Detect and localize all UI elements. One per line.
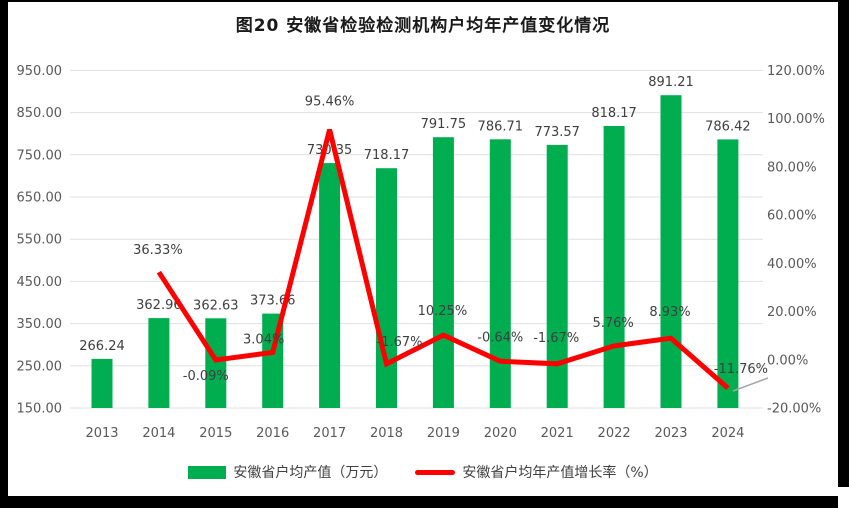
bar-value-label: 718.17 xyxy=(364,148,410,163)
legend-item-bar: 安徽省户均产值（万元） xyxy=(188,462,387,482)
x-axis-tick-label: 2017 xyxy=(313,426,346,441)
leader-line xyxy=(732,377,769,392)
right-axis-tick-label: 0.00% xyxy=(767,353,808,368)
line-point-label: -11.76% xyxy=(714,362,768,377)
left-axis-tick-label: 750.00 xyxy=(17,148,63,163)
left-axis-tick-label: 350.00 xyxy=(17,317,63,332)
right-axis-tick-label: 20.00% xyxy=(767,305,817,320)
left-axis-tick-label: 650.00 xyxy=(17,191,63,206)
line-point-label: 95.46% xyxy=(305,95,355,110)
bar-2017 xyxy=(319,163,341,408)
bar-value-label: 773.57 xyxy=(534,125,580,140)
left-axis-tick-label: 550.00 xyxy=(17,233,63,248)
left-axis-tick-label: 950.00 xyxy=(17,64,63,79)
legend-item-line: 安徽省户均年产值增长率（%） xyxy=(415,462,658,482)
line-series-label: 安徽省户均年产值增长率（%） xyxy=(462,465,658,481)
line-point-label: 5.76% xyxy=(592,316,633,331)
x-axis-tick-label: 2019 xyxy=(427,426,460,441)
bar-2023 xyxy=(660,95,682,408)
x-axis-tick-label: 2018 xyxy=(370,426,403,441)
left-axis-tick-label: 250.00 xyxy=(17,359,63,374)
bar-2024 xyxy=(717,139,739,408)
line-series-swatch xyxy=(415,469,456,475)
line-point-label: -0.64% xyxy=(477,330,523,345)
bar-value-label: 786.42 xyxy=(705,119,751,134)
bar-2015 xyxy=(205,318,227,408)
x-axis-tick-label: 2014 xyxy=(142,426,175,441)
bar-value-label: 891.21 xyxy=(648,75,694,90)
x-axis-tick-label: 2024 xyxy=(711,426,744,441)
bar-2020 xyxy=(489,139,511,409)
right-axis-tick-label: 100.00% xyxy=(767,112,825,127)
bar-value-label: 730.35 xyxy=(307,143,353,158)
line-point-label: 36.33% xyxy=(133,243,183,258)
x-axis-tick-label: 2021 xyxy=(541,426,574,441)
bar-value-label: 266.24 xyxy=(79,339,125,354)
chart-area: 图20 安徽省检验检测机构户均年产值变化情况 150.00 250.00 350.0… xyxy=(8,2,838,496)
line-point-label: 10.25% xyxy=(418,304,468,319)
left-axis-tick-label: 450.00 xyxy=(17,275,63,290)
x-axis-tick-label: 2013 xyxy=(85,426,118,441)
right-axis-tick-label: 80.00% xyxy=(767,160,817,175)
bar-2021 xyxy=(546,144,568,408)
bar-value-label: 362.63 xyxy=(193,298,239,313)
bar-value-label: 362.96 xyxy=(136,298,182,313)
chart-title: 图20 安徽省检验检测机构户均年产值变化情况 xyxy=(235,16,611,36)
bar-2022 xyxy=(603,126,625,408)
line-point-label: -1.67% xyxy=(533,331,579,346)
chart-canvas: 150.00 250.00 350.00 450.00 550.00 650.00 750.… xyxy=(17,64,825,441)
legend: 安徽省户均产值（万元） 安徽省户均年产值增长率（%） xyxy=(8,462,838,482)
line-point-label: 3.04% xyxy=(243,332,284,347)
bar-value-label: 791.75 xyxy=(421,117,467,132)
x-axis-tick-label: 2023 xyxy=(654,426,687,441)
bar-series-label: 安徽省户均产值（万元） xyxy=(233,465,388,481)
right-axis-tick-label: 40.00% xyxy=(767,257,817,272)
growth-rate-line xyxy=(156,128,730,390)
bar-series-swatch xyxy=(188,465,227,479)
right-axis-tick-label: -20.00% xyxy=(767,402,821,417)
right-axis-tick-label: 120.00% xyxy=(767,64,825,79)
left-axis-tick-label: 850.00 xyxy=(17,106,63,121)
bar-value-label: 786.71 xyxy=(478,119,524,134)
line-point-label: 8.93% xyxy=(649,305,690,320)
x-axis-tick-label: 2020 xyxy=(484,426,517,441)
x-axis-tick-label: 2015 xyxy=(199,426,232,441)
line-point-label: -1.67% xyxy=(377,335,423,350)
bar-2013 xyxy=(91,358,113,408)
bar-2014 xyxy=(148,318,170,408)
bar-2019 xyxy=(432,137,454,408)
x-axis-tick-label: 2022 xyxy=(598,426,631,441)
left-axis-tick-label: 150.00 xyxy=(17,402,63,417)
page-corner xyxy=(838,487,849,508)
bar-2018 xyxy=(376,168,397,408)
x-axis-tick-label: 2016 xyxy=(256,426,289,441)
line-point-label: -0.09% xyxy=(183,369,229,384)
bar-value-label: 818.17 xyxy=(591,106,637,121)
right-axis-tick-label: 60.00% xyxy=(767,209,817,224)
